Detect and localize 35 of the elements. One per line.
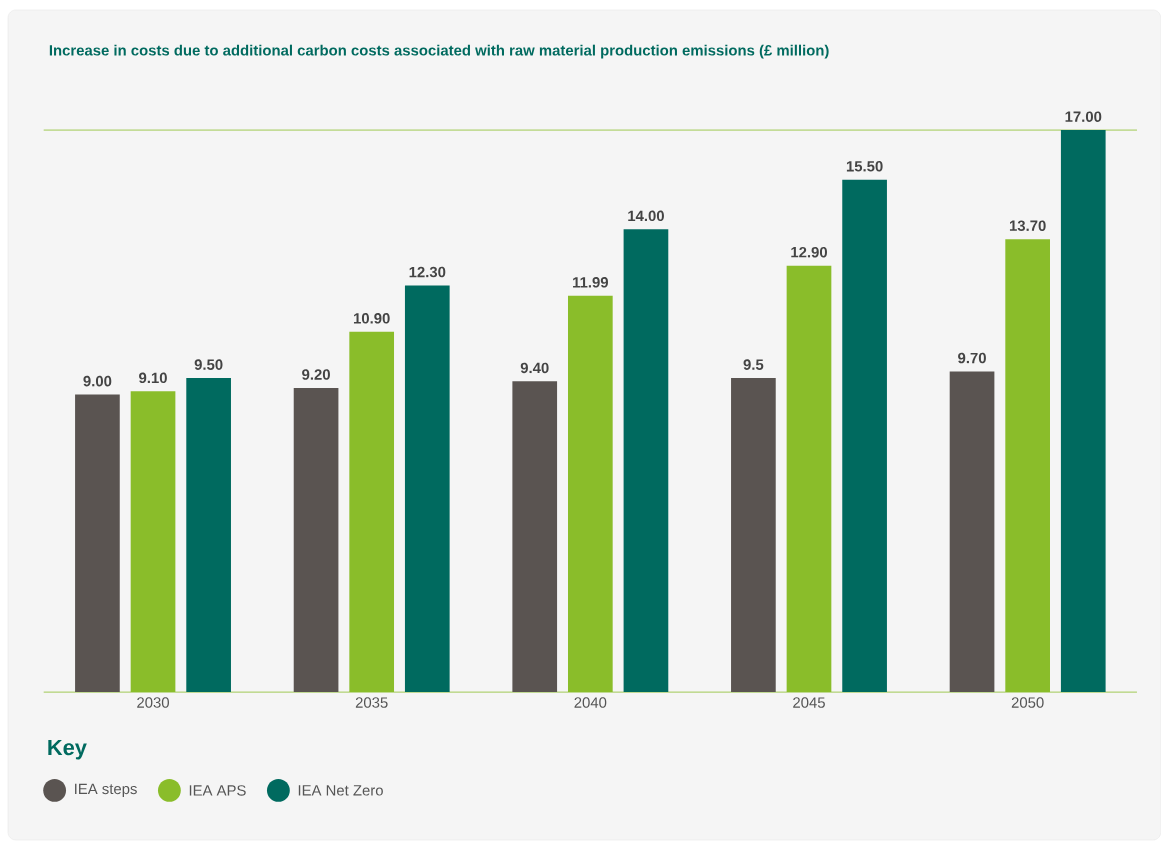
- x-tick-label: 2035: [355, 697, 388, 708]
- bar: [75, 394, 120, 693]
- legend-label: IEA Net Zero: [298, 785, 383, 796]
- data-label: 17.00: [1065, 111, 1102, 122]
- data-label: 13.70: [1009, 220, 1046, 232]
- legend-title: Key: [48, 739, 87, 760]
- data-label: 9.40: [520, 362, 549, 374]
- bar: [293, 387, 339, 693]
- x-tick-label: 2050: [1011, 697, 1044, 708]
- bar: [731, 378, 776, 693]
- chart-title: Increase in costs due to additional carbon costs associated with raw material production emissions (£ million): [49, 44, 829, 59]
- bar: [404, 285, 450, 693]
- data-label: 9.20: [302, 369, 330, 380]
- x-tick-label: 2040: [574, 697, 607, 708]
- data-label: 9.10: [139, 372, 167, 384]
- legend-label: IEA APS: [189, 785, 246, 796]
- data-label: 15.50: [846, 160, 883, 172]
- bar: [623, 229, 669, 693]
- data-label: 11.99: [573, 276, 608, 288]
- bar: [949, 371, 995, 693]
- x-tick-label: 2045: [793, 697, 825, 708]
- data-label: 12.30: [409, 266, 446, 278]
- data-label: 10.90: [353, 313, 390, 324]
- data-label: 9.50: [194, 359, 223, 370]
- bar: [842, 179, 887, 693]
- bar: [512, 381, 558, 693]
- bar: [1060, 130, 1106, 693]
- legend-label: IEA steps: [75, 783, 137, 798]
- data-label: 9.5: [743, 359, 764, 370]
- x-tick-label: 2030: [137, 697, 169, 708]
- data-label: 12.90: [791, 246, 828, 258]
- data-label: 9.70: [958, 352, 986, 364]
- data-label: 14.00: [628, 210, 664, 222]
- bar: [186, 378, 231, 693]
- data-label: 9.00: [83, 375, 112, 387]
